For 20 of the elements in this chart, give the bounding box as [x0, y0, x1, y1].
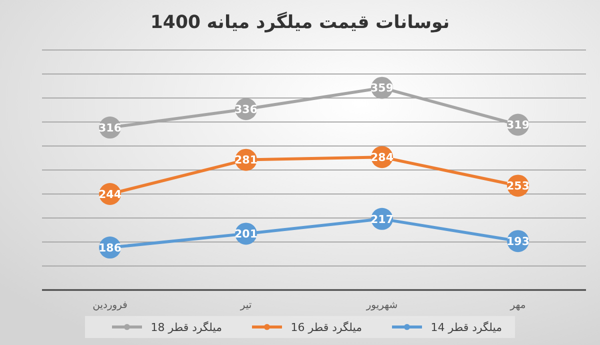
data-label: 244: [98, 188, 122, 201]
data-label: 281: [234, 154, 258, 167]
data-label: 319: [506, 118, 530, 132]
x-tick-label: فروردین: [92, 300, 128, 311]
data-label: 336: [234, 102, 258, 116]
x-tick-label: شهریور: [365, 300, 398, 311]
data-label: 359: [370, 82, 394, 95]
x-tick-label: مهر: [509, 300, 526, 311]
data-label: 284: [370, 150, 394, 164]
data-label: 316: [98, 121, 122, 134]
legend-label: میلگرد قطر 18: [150, 320, 222, 334]
x-tick-label: تیر: [239, 300, 252, 311]
data-label: 186: [98, 241, 122, 254]
legend-label: میلگرد قطر 14: [430, 320, 502, 334]
data-label: 193: [506, 234, 530, 248]
chart-title: نوسانات قیمت میلگرد میانه 1400: [150, 11, 450, 33]
data-label: 253: [506, 180, 530, 193]
legend-label: میلگرد قطر 16: [290, 320, 362, 334]
data-label: 217: [370, 212, 394, 226]
data-label: 201: [234, 228, 258, 241]
